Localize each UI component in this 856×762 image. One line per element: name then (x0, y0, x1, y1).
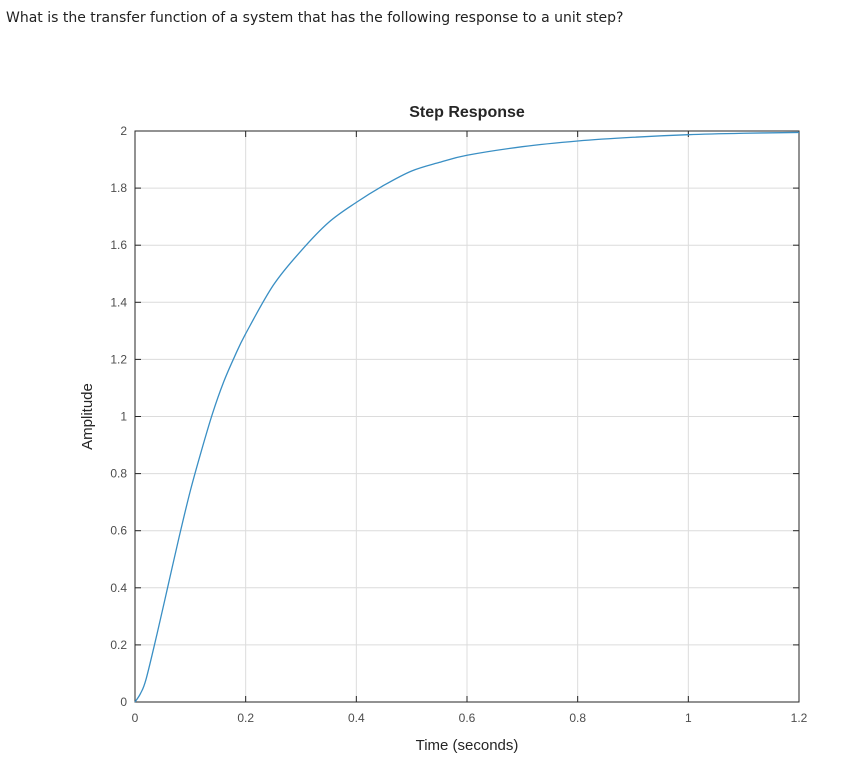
y-tick-label: 1.4 (110, 295, 127, 309)
x-tick-label: 1.2 (791, 711, 808, 725)
ticks: 0 0.2 0.4 0.6 0.8 1 1.2 0 0.2 0.4 0.6 0.8 1 1.2 1.4 1.6… (110, 124, 807, 725)
x-axis-label: Time (seconds) (416, 737, 519, 754)
y-axis-label: Amplitude (79, 383, 96, 450)
x-tick-label: 0.8 (569, 711, 586, 725)
y-tick-label: 1.8 (110, 181, 127, 195)
y-tick-label: 0.8 (110, 467, 127, 481)
grid (135, 131, 799, 702)
y-tick-label: 0.2 (110, 638, 127, 652)
x-tick-label: 1 (685, 711, 692, 725)
question-text: What is the transfer function of a syste… (6, 10, 624, 26)
y-tick-label: 1 (120, 410, 127, 424)
x-tick-label: 0.6 (459, 711, 476, 725)
chart-title: Step Response (409, 104, 525, 121)
y-tick-label: 0 (120, 695, 127, 709)
y-tick-label: 1.6 (110, 238, 127, 252)
x-tick-label: 0.2 (237, 711, 254, 725)
y-tick-label: 2 (120, 124, 127, 138)
y-tick-label: 0.6 (110, 524, 127, 538)
x-tick-label: 0.4 (348, 711, 365, 725)
y-tick-label: 0.4 (110, 581, 127, 595)
series-line (134, 131, 800, 703)
y-tick-label: 1.2 (110, 352, 127, 366)
x-tick-label: 0 (132, 711, 139, 725)
